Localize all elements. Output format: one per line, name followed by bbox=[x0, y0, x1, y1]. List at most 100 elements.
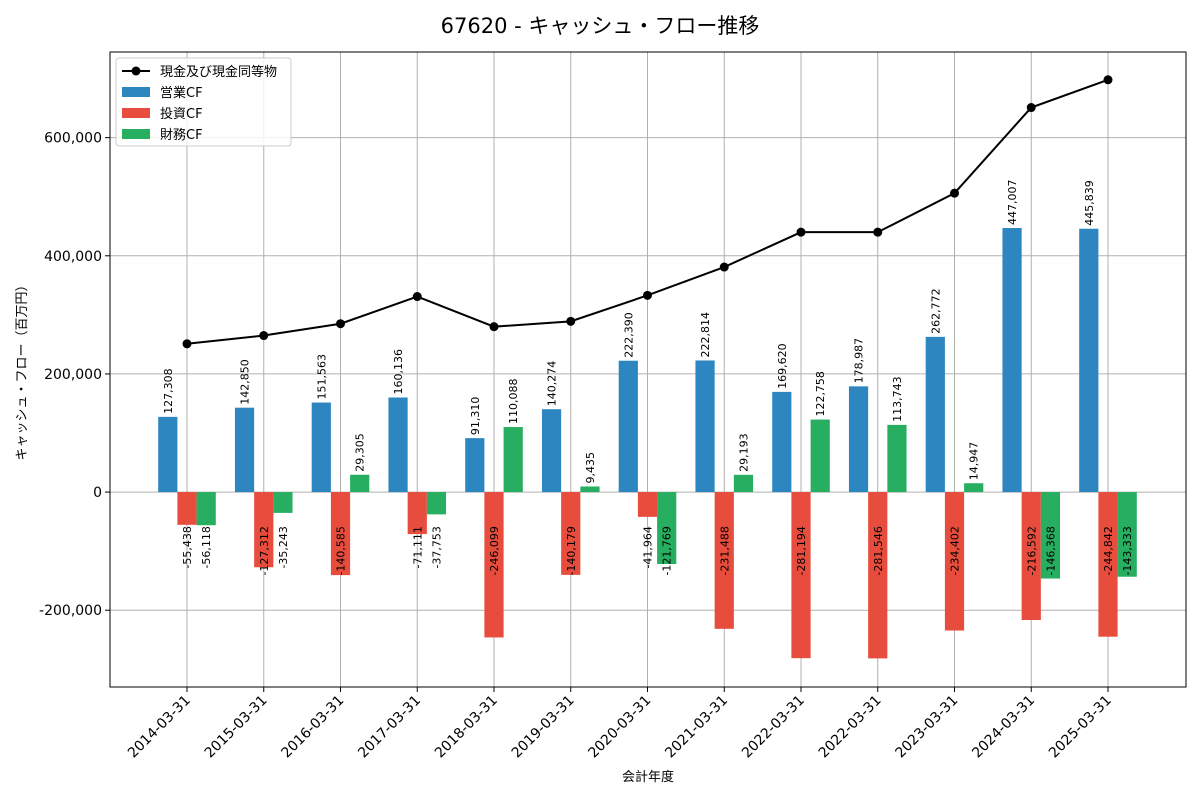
bar-1-2022-03-31 bbox=[848, 386, 869, 493]
bar-value-label: 222,390 bbox=[622, 312, 635, 358]
legend-swatch bbox=[122, 129, 150, 139]
cash-equivalents-point bbox=[489, 322, 499, 332]
bar-value-label: -244,842 bbox=[1102, 526, 1115, 575]
bar-value-label: -216,592 bbox=[1025, 526, 1038, 575]
bar-value-label: 122,758 bbox=[814, 371, 827, 417]
bar-1-2015-03-31 bbox=[234, 407, 255, 493]
bar-2-2022-03-31 bbox=[868, 492, 888, 659]
y-tick-label: 200,000 bbox=[44, 367, 102, 383]
cash-equivalents-point bbox=[873, 227, 883, 237]
bar-value-label: 127,308 bbox=[162, 368, 175, 414]
legend-swatch bbox=[122, 87, 150, 97]
bar-value-label: -281,194 bbox=[795, 526, 808, 575]
bar-2-2024-03-31 bbox=[1021, 492, 1041, 621]
cash-equivalents-point bbox=[1026, 103, 1036, 113]
bar-value-label: 110,088 bbox=[507, 379, 520, 425]
y-tick-label: 600,000 bbox=[44, 131, 102, 147]
chart-title: 67620 - キャッシュ・フロー推移 bbox=[441, 14, 760, 38]
bar-value-label: -140,585 bbox=[335, 526, 348, 575]
cash-equivalents-point bbox=[796, 227, 806, 237]
bar-value-label: 151,563 bbox=[315, 354, 328, 400]
legend-marker bbox=[131, 66, 141, 76]
y-tick-label: 0 bbox=[93, 485, 102, 501]
bar-value-label: 29,305 bbox=[354, 433, 367, 472]
bar-value-label: 169,620 bbox=[776, 343, 789, 389]
bar-value-label: -246,099 bbox=[488, 526, 501, 575]
bar-value-label: -140,179 bbox=[565, 526, 578, 575]
bar-1-2017-03-31 bbox=[388, 397, 408, 493]
bar-value-label: 9,435 bbox=[584, 452, 597, 484]
bar-2-2021-03-31 bbox=[714, 492, 734, 629]
bar-3-2019-03-31 bbox=[580, 486, 600, 493]
bar-value-label: 142,850 bbox=[239, 359, 252, 405]
bar-value-label: 14,947 bbox=[968, 442, 981, 481]
bar-2-2022-03-31 bbox=[791, 492, 811, 659]
y-axis-label: キャッシュ・フロー（百万円） bbox=[15, 278, 30, 460]
bar-value-label: -231,488 bbox=[718, 526, 731, 575]
bar-3-2023-03-31 bbox=[964, 483, 984, 493]
cash-equivalents-point bbox=[643, 290, 652, 300]
bar-3-2014-03-31 bbox=[196, 492, 216, 526]
bar-2-2018-03-31 bbox=[484, 492, 504, 638]
cash-equivalents-point bbox=[412, 292, 422, 302]
bar-3-2024-03-31 bbox=[1040, 492, 1061, 579]
cash-equivalents-point bbox=[182, 339, 192, 349]
bar-value-label: -281,546 bbox=[872, 526, 885, 575]
cash-equivalents-point bbox=[719, 262, 729, 272]
bar-2-2019-03-31 bbox=[561, 492, 581, 575]
bar-3-2021-03-31 bbox=[733, 474, 754, 493]
bar-value-label: 140,274 bbox=[546, 361, 559, 407]
bar-3-2017-03-31 bbox=[426, 492, 447, 515]
bar-3-2015-03-31 bbox=[273, 492, 293, 513]
legend-box bbox=[115, 57, 292, 147]
bar-1-2023-03-31 bbox=[925, 336, 945, 493]
bar-value-label: -41,964 bbox=[642, 526, 655, 568]
bar-1-2025-03-31 bbox=[1079, 228, 1099, 493]
legend-label: 投資CF bbox=[160, 106, 203, 122]
cash-equivalents-point bbox=[1103, 75, 1113, 85]
bar-value-label: 113,743 bbox=[891, 376, 904, 422]
legend-swatch bbox=[122, 108, 150, 118]
bar-2-2020-03-31 bbox=[637, 492, 658, 517]
cash-equivalents-point bbox=[259, 331, 269, 341]
bar-value-label: -55,438 bbox=[181, 526, 194, 568]
bar-value-label: -146,368 bbox=[1044, 526, 1057, 575]
bar-1-2022-03-31 bbox=[772, 391, 792, 493]
bar-1-2021-03-31 bbox=[695, 360, 715, 493]
data-labels-layer: 127,308 142,850 151,563 160,136 91,310 140,27… bbox=[162, 180, 1134, 576]
bar-3-2025-03-31 bbox=[1117, 492, 1137, 577]
bar-1-2019-03-31 bbox=[541, 409, 562, 493]
y-tick-label: -200,000 bbox=[39, 603, 102, 619]
bar-2-2015-03-31 bbox=[254, 492, 274, 568]
bar-3-2020-03-31 bbox=[657, 492, 677, 564]
bar-3-2022-03-31 bbox=[887, 424, 907, 493]
bar-value-label: 445,839 bbox=[1083, 180, 1096, 226]
bar-value-label: -56,118 bbox=[200, 526, 213, 568]
legend-label: 営業CF bbox=[160, 85, 203, 101]
x-axis-label: 会計年度 bbox=[622, 769, 674, 785]
bar-2-2025-03-31 bbox=[1098, 492, 1118, 637]
legend-label: 現金及び現金同等物 bbox=[160, 64, 277, 80]
bar-value-label: 222,814 bbox=[699, 312, 712, 358]
bar-value-label: -127,312 bbox=[258, 526, 271, 575]
bar-value-label: -71,111 bbox=[411, 526, 424, 568]
bar-3-2022-03-31 bbox=[810, 419, 830, 493]
bar-value-label: 160,136 bbox=[392, 349, 405, 395]
bar-value-label: -35,243 bbox=[277, 526, 290, 568]
y-tick-label: 400,000 bbox=[44, 249, 102, 265]
bar-3-2018-03-31 bbox=[503, 427, 523, 493]
bar-1-2016-03-31 bbox=[311, 402, 331, 493]
bar-value-label: -234,402 bbox=[949, 526, 962, 575]
bar-1-2024-03-31 bbox=[1002, 228, 1022, 493]
line-layer bbox=[182, 75, 1113, 349]
bar-value-label: 91,310 bbox=[469, 397, 482, 436]
cash-equivalents-point bbox=[566, 316, 576, 326]
bar-1-2018-03-31 bbox=[465, 438, 485, 493]
bar-value-label: 178,987 bbox=[853, 338, 866, 384]
cash-equivalents-point bbox=[336, 319, 345, 329]
bar-1-2014-03-31 bbox=[158, 416, 178, 493]
cash-equivalents-point bbox=[950, 188, 959, 198]
bar-2-2023-03-31 bbox=[944, 492, 965, 631]
